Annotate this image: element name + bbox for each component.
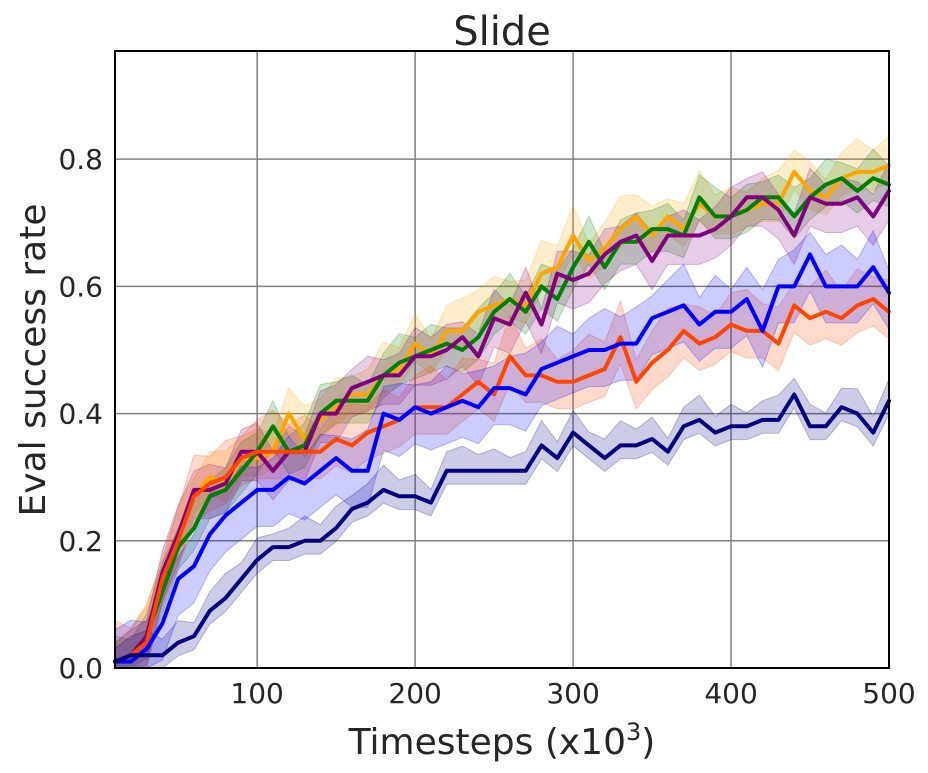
x-tick-label: 200 [388, 677, 441, 710]
x-tick-labels: 100 200 300 400 500 [230, 677, 915, 710]
series-line [113, 188, 891, 664]
x-axis-label-superscript: 3 [626, 718, 641, 746]
series-line [113, 297, 891, 664]
series-line [113, 252, 891, 664]
x-axis-label: Timesteps (x103) [348, 718, 656, 763]
x-axis-label-close: ) [641, 722, 655, 763]
y-tick-label: 0.6 [58, 270, 103, 303]
x-tick-label: 500 [862, 677, 915, 710]
series-lines [113, 163, 891, 664]
x-axis-label-main: Timesteps (x10 [348, 722, 626, 763]
y-tick-labels: 0.0 0.2 0.4 0.6 0.8 [58, 143, 103, 685]
series-line [113, 176, 891, 664]
x-tick-label: 300 [546, 677, 599, 710]
y-tick-label: 0.8 [58, 143, 103, 176]
plot-frame [114, 50, 890, 669]
series-line [113, 392, 891, 664]
y-tick-label: 0.0 [58, 652, 103, 685]
y-tick-label: 0.4 [58, 398, 103, 431]
y-axis-label: Eval success rate [13, 204, 54, 517]
y-tick-label: 0.2 [58, 525, 103, 558]
x-tick-label: 400 [704, 677, 757, 710]
chart-title: Slide [453, 9, 551, 55]
x-tick-label: 100 [230, 677, 283, 710]
